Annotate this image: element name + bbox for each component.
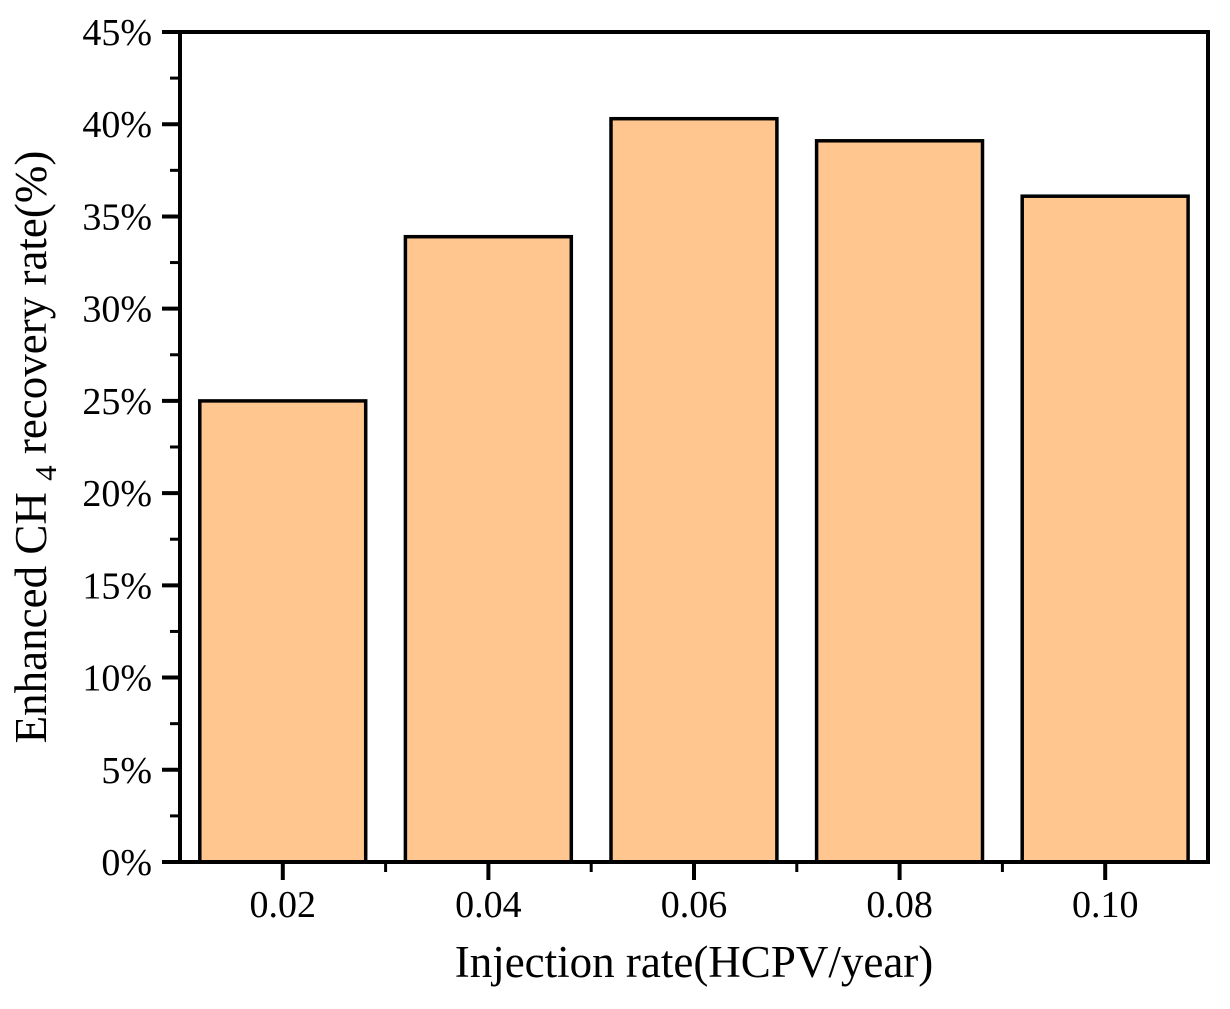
y-tick-label: 15% [82, 565, 152, 607]
y-axis-title-prefix: Enhanced CH [6, 492, 56, 743]
y-tick-label: 45% [82, 12, 152, 54]
y-tick-label: 5% [101, 750, 152, 792]
y-tick-label: 0% [101, 842, 152, 884]
x-tick-label: 0.06 [661, 884, 728, 926]
tick-labels-layer: 0% 5% 10% 15% 20% 25% 30% 35% 40% 45% 0.02 0.04 0.06… [82, 12, 1138, 926]
x-tick-label: 0.04 [455, 884, 522, 926]
bar-0.10 [1020, 194, 1190, 864]
y-axis-title-subscript: 4 [28, 465, 63, 481]
x-tick-label: 0.08 [866, 884, 933, 926]
x-tick-label: 0.02 [250, 884, 317, 926]
bar-0.02 [198, 399, 368, 864]
y-axis-title-suffix: recovery rate(%) [6, 151, 56, 455]
y-tick-label: 10% [82, 658, 152, 700]
y-axis-title: Enhanced CH 4 recovery rate(%) [6, 151, 66, 744]
bars-layer [198, 116, 1190, 864]
bar-0.06 [609, 116, 779, 864]
bar-0.04 [403, 234, 574, 864]
y-tick-label: 30% [82, 289, 152, 331]
x-tick-label: 0.10 [1072, 884, 1139, 926]
x-axis-title: Injection rate(HCPV/year) [455, 937, 934, 987]
axes-layer [162, 30, 1210, 880]
y-tick-label: 35% [82, 196, 152, 238]
y-tick-label: 25% [82, 381, 152, 423]
y-tick-label: 40% [82, 104, 152, 146]
y-tick-label: 20% [82, 473, 152, 515]
bar-0.08 [814, 139, 985, 864]
